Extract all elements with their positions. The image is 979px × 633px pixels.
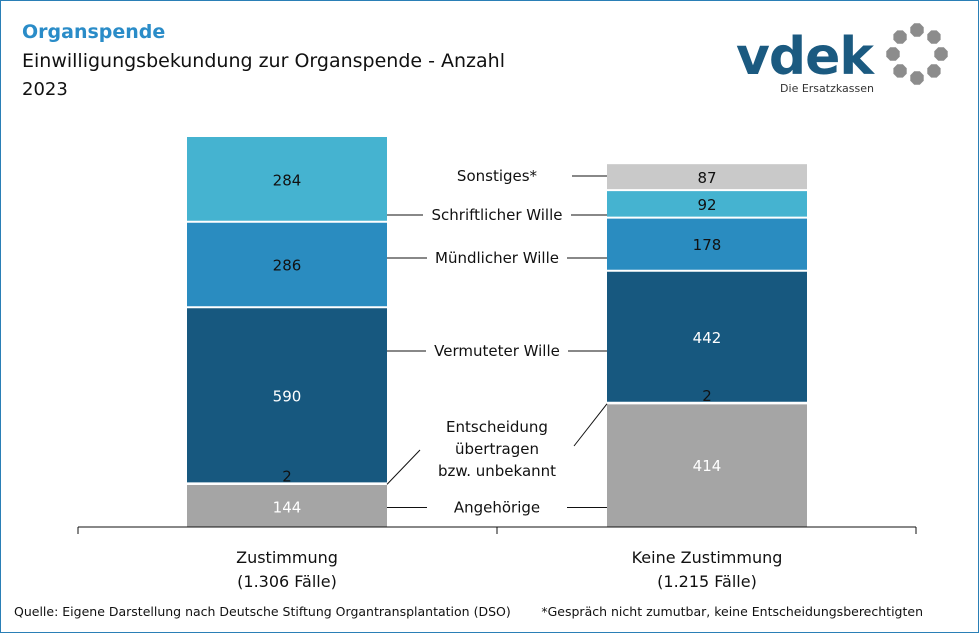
value-label: 442: [693, 329, 722, 347]
series-label: Vermuteter Wille: [434, 342, 560, 360]
series-label: Mündlicher Wille: [435, 249, 559, 267]
bar-segment: [187, 137, 387, 222]
bar-segment: [187, 221, 387, 308]
value-label: 178: [693, 236, 722, 254]
logo-ring-segment: [886, 47, 900, 61]
logo-ring-segment: [910, 71, 924, 85]
value-label: 144: [273, 499, 302, 517]
leader-line: [386, 449, 421, 485]
vdek-logo: vdek Die Ersatzkassen: [736, 23, 948, 95]
bar-segment: [187, 484, 387, 527]
logo-ring-segment: [893, 30, 907, 44]
category-label: Keine Zustimmung: [632, 548, 783, 567]
value-label: 414: [693, 457, 722, 475]
logo-ring-icon: [886, 23, 948, 85]
category-sublabel: (1.306 Fälle): [237, 572, 337, 591]
logo-ring-segment: [910, 23, 924, 37]
logo-ring-segment: [893, 64, 907, 78]
bar-segment: [607, 403, 807, 527]
source-note: Quelle: Eigene Darstellung nach Deutsche…: [14, 604, 511, 619]
value-label: 2: [702, 387, 712, 405]
series-label: Angehörige: [454, 498, 540, 516]
bar-segment: [187, 307, 387, 484]
value-label: 284: [273, 171, 302, 189]
series-label: Entscheidung: [446, 418, 548, 436]
series-label: Schriftlicher Wille: [432, 206, 563, 224]
value-label: 92: [697, 196, 716, 214]
category-sublabel: (1.215 Fälle): [657, 572, 757, 591]
series-label: bzw. unbekannt: [438, 462, 556, 480]
series-label: Sonstiges*: [457, 167, 538, 185]
chart-kicker: Organspende: [22, 21, 166, 43]
value-label: 286: [273, 257, 302, 275]
logo-wordmark: vdek: [736, 27, 875, 87]
value-label: 2: [282, 467, 292, 485]
logo-ring-segment: [927, 64, 941, 78]
chart-year: 2023: [22, 79, 68, 100]
bar-segment: [607, 270, 807, 403]
chart-title: Einwilligungsbekundung zur Organspende -…: [22, 50, 505, 72]
bar-segment: [607, 217, 807, 271]
footnote: *Gespräch nicht zumutbar, keine Entschei…: [541, 604, 923, 619]
bar-segment: [607, 190, 807, 218]
leader-line: [573, 403, 608, 447]
category-label: Zustimmung: [236, 548, 338, 567]
value-label: 87: [697, 169, 716, 187]
logo-ring-segment: [934, 47, 948, 61]
value-label: 590: [273, 387, 302, 405]
bar-segment: [607, 164, 807, 191]
logo-tagline: Die Ersatzkassen: [780, 82, 874, 95]
logo-ring-segment: [927, 30, 941, 44]
series-label: übertragen: [455, 440, 539, 458]
